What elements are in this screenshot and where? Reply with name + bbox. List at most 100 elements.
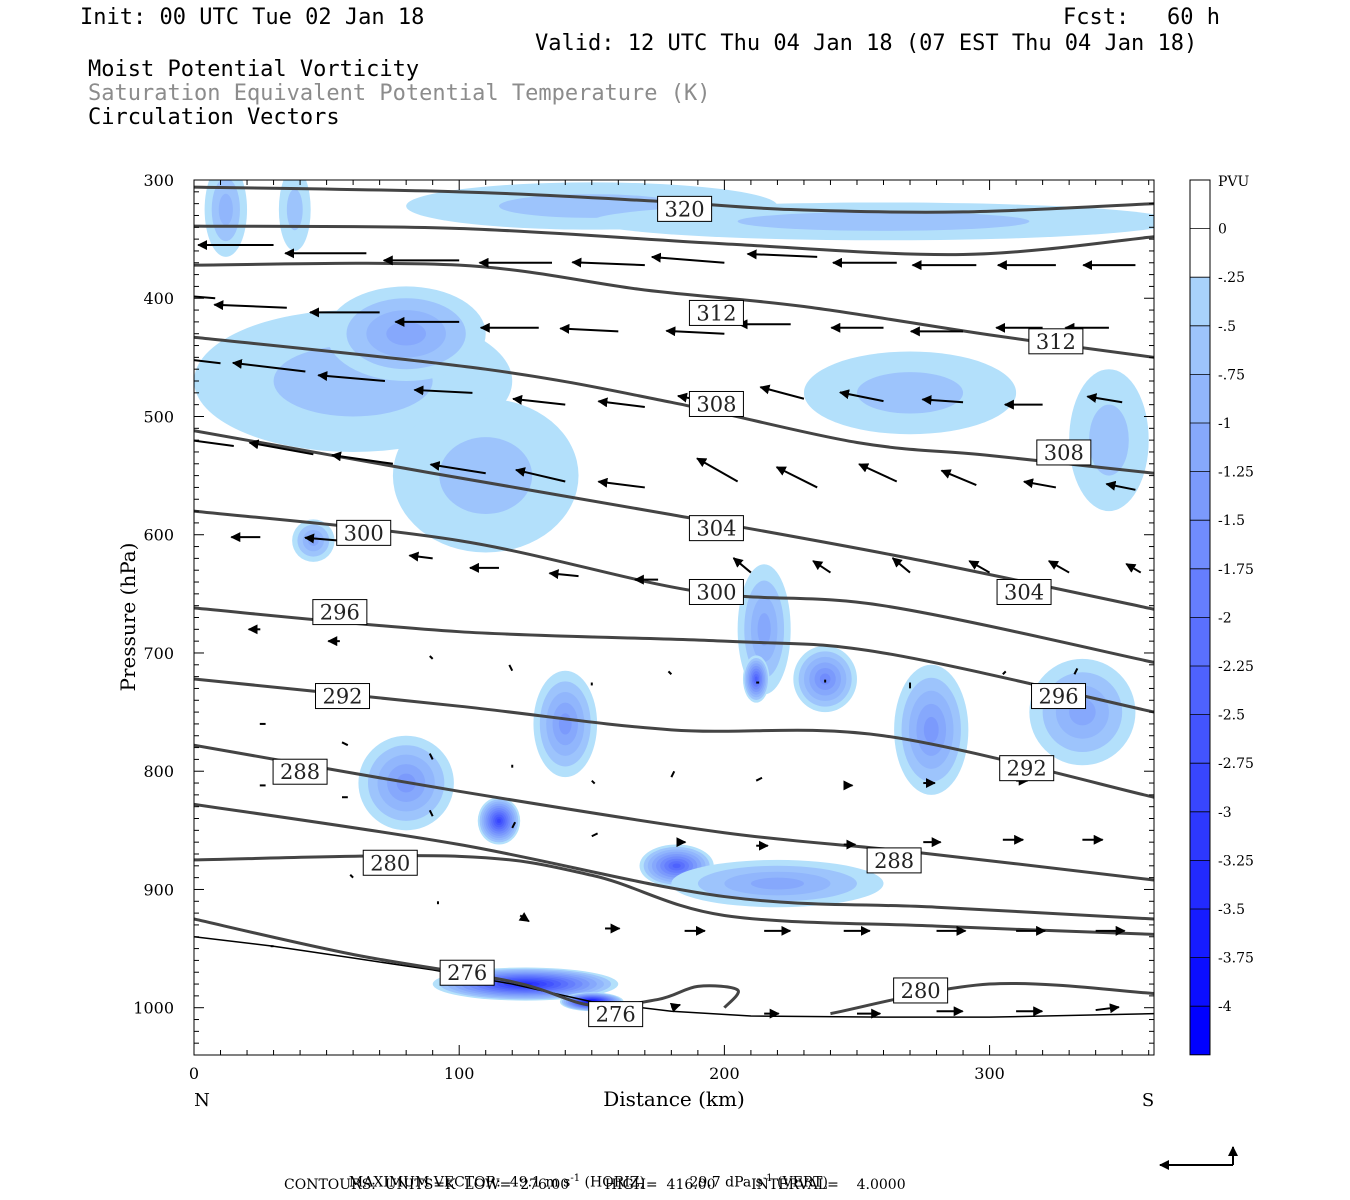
circulation-vector: [891, 557, 911, 574]
y-tick-label: 800: [143, 762, 174, 781]
colorbar-label: -.75: [1218, 367, 1245, 383]
colorbar-cell: [1190, 568, 1210, 618]
colorbar-label: -.25: [1218, 270, 1245, 286]
colorbar-label: -2.25: [1218, 659, 1254, 675]
colorbar-cell: [1190, 520, 1210, 569]
circulation-vector: [746, 249, 818, 260]
colorbar-cell: [1190, 471, 1210, 521]
circulation-vector: [812, 560, 832, 574]
title-pv: Moist Potential Vorticity: [88, 57, 420, 82]
colorbar-cell: [1190, 228, 1210, 278]
colorbar-label: -1.25: [1218, 465, 1254, 481]
contour-label-box: [588, 1001, 644, 1028]
circulation-vector: [670, 770, 676, 778]
circulation-vector: [940, 469, 977, 486]
circulation-vector: [858, 463, 898, 483]
forecast-hour: 60 h: [1167, 5, 1220, 30]
colorbar-label: -1: [1218, 416, 1232, 432]
pv-region: [439, 437, 533, 515]
colorbar-cell: [1190, 180, 1210, 229]
circulation-vector: [213, 300, 287, 311]
circulation-vector: [428, 809, 434, 817]
pv-region: [286, 188, 303, 231]
max-vert-exponent: -1: [762, 1173, 773, 1184]
circulation-vector: [511, 821, 517, 829]
title-vectors: Circulation Vectors: [88, 105, 340, 130]
max-vert-value: 29.7 dPa s: [689, 1174, 763, 1191]
pv-region: [754, 676, 758, 682]
circulation-vector: [597, 477, 645, 489]
contours-info: CONTOURS: UNITS=K LOW= 276.00 HIGH= 416.…: [284, 1177, 906, 1193]
contour-label-box: [1028, 328, 1084, 355]
contour-label-box: [315, 683, 371, 710]
y-tick-label: 600: [143, 526, 174, 545]
circulation-vector: [839, 389, 884, 403]
circulation-vector: [317, 371, 386, 383]
circulation-vector: [194, 359, 221, 365]
colorbar-label: -3: [1218, 805, 1232, 821]
theta-es-contour-284: [194, 802, 1154, 921]
max-horiz-value: 49.1 m s: [509, 1174, 571, 1191]
contour-label-box: [272, 758, 328, 785]
colorbar-label: -3.5: [1218, 902, 1245, 918]
circulation-vector: [559, 323, 619, 334]
x-left-end-label: N: [194, 1090, 210, 1111]
circulation-vector: [518, 912, 530, 923]
contour-label: 308: [1044, 441, 1084, 465]
contour-label: 288: [280, 760, 320, 784]
colorbar-cell: [1190, 277, 1210, 326]
circulation-vector: [755, 776, 763, 782]
contour-label: 292: [1007, 757, 1047, 781]
contour-label: 288: [874, 849, 914, 873]
y-tick-label: 1000: [133, 999, 174, 1018]
circulation-vector: [428, 753, 434, 760]
contour-label: 296: [320, 601, 360, 625]
contour-label-box: [688, 515, 744, 542]
contour-label-box: [336, 519, 392, 546]
pv-region: [497, 818, 501, 824]
circulation-vector: [514, 467, 566, 483]
max-vector-label: MAXIMUM VECTOR:: [348, 1174, 501, 1191]
x-right-end-label: S: [1142, 1090, 1154, 1111]
title-theta-es: Saturation Equivalent Potential Temperat…: [88, 81, 711, 106]
colorbar-cell: [1190, 374, 1210, 423]
colorbar-label: -1.5: [1218, 513, 1245, 529]
colorbar-units: PVU: [1218, 174, 1250, 190]
colorbar-label: -.5: [1218, 319, 1236, 335]
forecast-label: Fcst:: [1063, 5, 1130, 30]
circulation-vector: [194, 295, 216, 300]
colorbar-cell: [1190, 1006, 1210, 1055]
contour-label: 276: [447, 961, 487, 985]
pv-region: [386, 321, 427, 346]
contour-label-box: [999, 755, 1055, 782]
contour-label: 312: [696, 301, 736, 325]
colorbar-label: -4: [1218, 999, 1232, 1015]
contour-label: 300: [696, 580, 736, 604]
circulation-vector: [413, 385, 473, 396]
circulation-vector: [968, 560, 991, 574]
reference-vector-icon: [1159, 1146, 1238, 1170]
contour-label: 312: [1036, 330, 1076, 354]
colorbar-cell: [1190, 714, 1210, 764]
circulation-vector: [1125, 563, 1142, 574]
pv-region: [308, 535, 319, 546]
circulation-vector: [591, 779, 596, 785]
pv-region: [819, 673, 831, 685]
contour-label-box: [996, 578, 1052, 605]
x-tick-label: 300: [974, 1064, 1005, 1083]
circulation-vector: [571, 257, 645, 268]
circulation-vector: [1047, 560, 1070, 574]
circulation-vector: [408, 551, 433, 562]
circulation-vector: [231, 358, 306, 373]
circulation-vector: [341, 741, 349, 747]
circulation-vector: [194, 439, 234, 448]
theta-es-contour-288: [194, 743, 1154, 882]
circulation-vector: [429, 655, 434, 660]
circulation-vector: [759, 384, 805, 400]
valid-time: Valid: 12 UTC Thu 04 Jan 18 (07 EST Thu …: [535, 31, 1198, 56]
y-tick-label: 700: [143, 644, 174, 663]
contour-label-box: [1036, 439, 1092, 466]
pv-region: [558, 713, 572, 735]
contour-label-box: [688, 299, 744, 326]
circulation-vector: [331, 451, 394, 465]
